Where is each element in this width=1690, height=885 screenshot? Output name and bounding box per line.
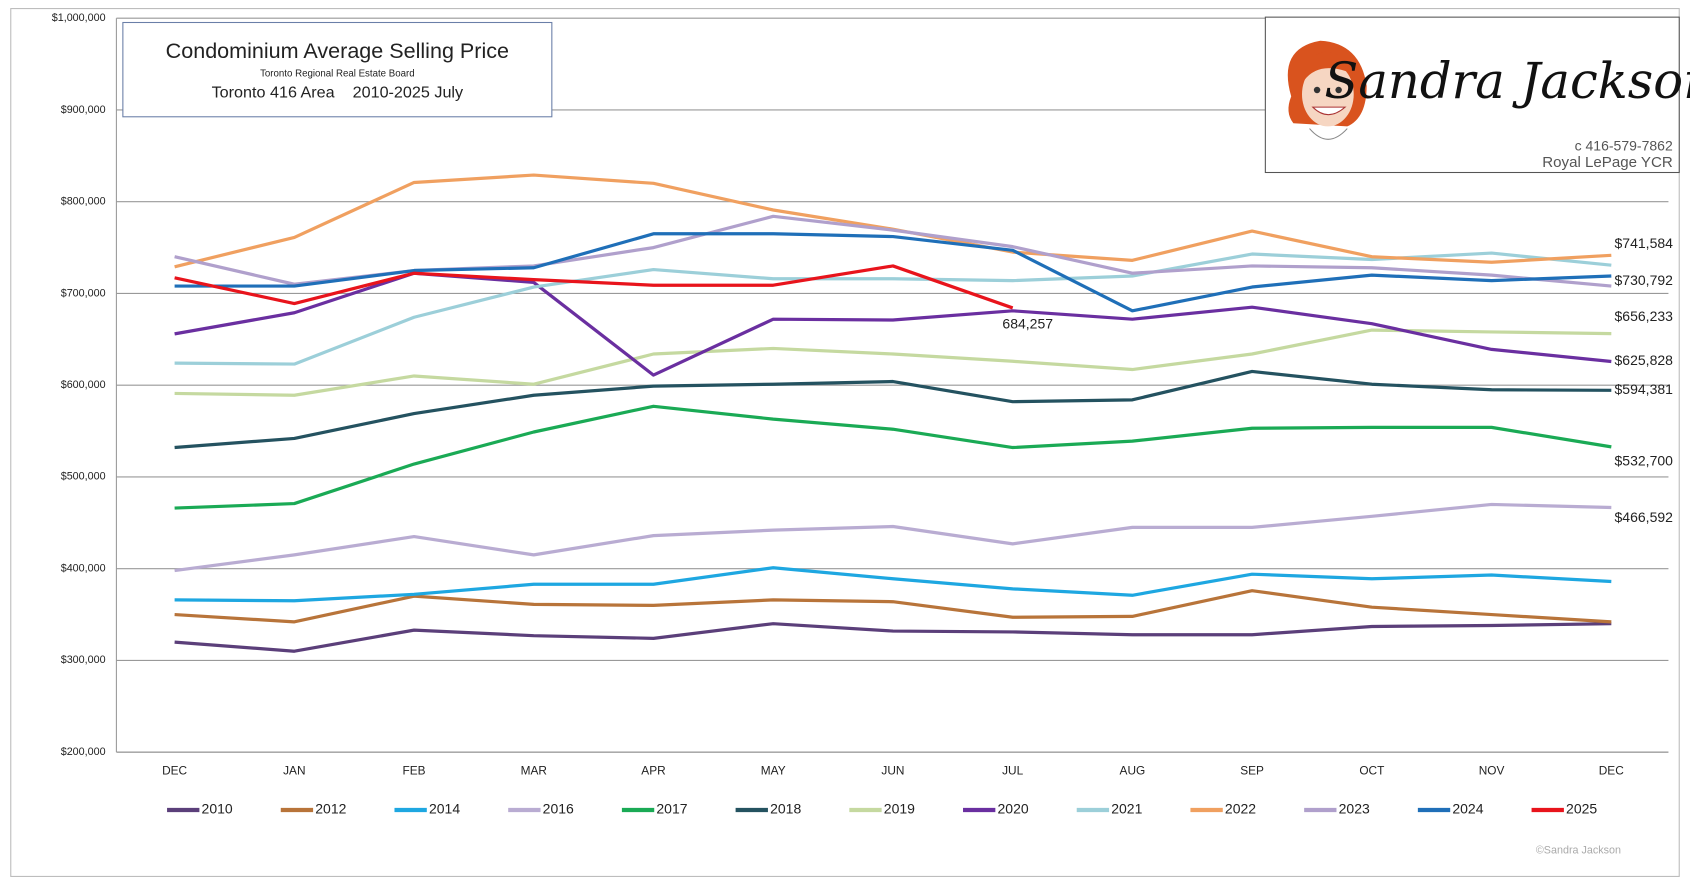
x-tick-label: AUG <box>1120 764 1146 778</box>
portrait <box>1287 40 1367 140</box>
chart-title: Condominium Average Selling Price <box>166 39 509 63</box>
series-line <box>174 251 1612 366</box>
legend-label: 2016 <box>543 801 574 817</box>
legend-label: 2018 <box>770 801 801 817</box>
logo: Sandra Jackson c 416-579-7862 Royal LePa… <box>1264 16 1690 174</box>
series-line <box>174 404 1612 510</box>
legend-label: 2019 <box>884 801 915 817</box>
legend-label: 2017 <box>656 801 687 817</box>
logo-brokerage: Royal LePage YCR <box>1542 154 1673 171</box>
series-line <box>174 622 1612 653</box>
x-tick-label: JUL <box>1002 764 1024 778</box>
logo-phone: c 416-579-7862 <box>1575 138 1673 154</box>
series-line <box>174 502 1612 573</box>
legend-label: 2020 <box>998 801 1029 817</box>
series-line <box>174 232 1612 313</box>
subtitle: Toronto 416 Area 2010-2025 July <box>212 83 464 101</box>
y-tick-label: $1,000,000 <box>52 12 106 24</box>
legend-label: 2025 <box>1566 801 1597 817</box>
series-line <box>174 328 1612 397</box>
y-tick-label: $600,000 <box>61 379 106 391</box>
x-tick-label: MAR <box>521 764 547 778</box>
y-tick-label: $400,000 <box>61 563 106 575</box>
legend-label: 2014 <box>429 801 460 817</box>
y-tick-label: $900,000 <box>61 104 106 116</box>
title-frame <box>122 21 553 118</box>
legend-label: 2022 <box>1225 801 1256 817</box>
value-label: $594,381 <box>1615 381 1674 397</box>
legend-label: 2023 <box>1339 801 1370 817</box>
plot-area: $200,000 $300,000 $400,000 $500,000 $600,000… <box>52 12 1673 817</box>
value-label: $741,584 <box>1615 235 1674 251</box>
legend-label: 2021 <box>1111 801 1142 817</box>
value-label: $532,700 <box>1615 453 1674 469</box>
x-tick-label: DEC <box>1599 764 1624 778</box>
legend-label: 2010 <box>202 801 233 817</box>
y-tick-label: $800,000 <box>61 196 106 208</box>
y-tick-label: $200,000 <box>61 746 106 758</box>
value-label: $730,792 <box>1615 272 1674 288</box>
x-tick-label: MAY <box>761 764 786 778</box>
series-line <box>174 566 1612 603</box>
copyright: ©Sandra Jackson <box>1536 845 1621 857</box>
x-tick-label: FEB <box>403 764 426 778</box>
series-line <box>174 369 1612 450</box>
y-tick-label: $300,000 <box>61 654 106 666</box>
value-label: $656,233 <box>1615 308 1674 324</box>
y-tick-label: $500,000 <box>61 471 106 483</box>
x-tick-label: JUN <box>881 764 904 778</box>
x-tick-label: APR <box>641 764 665 778</box>
title-box: Condominium Average Selling Price Toront… <box>122 21 553 118</box>
value-label: $625,828 <box>1615 352 1674 368</box>
legend-label: 2024 <box>1452 801 1483 817</box>
x-tick-label: NOV <box>1479 764 1505 778</box>
y-tick-label: $700,000 <box>61 287 106 299</box>
x-tick-label: JAN <box>283 764 305 778</box>
x-tick-label: OCT <box>1359 764 1384 778</box>
value-label: 684,257 <box>1002 316 1053 332</box>
value-label: $466,592 <box>1615 509 1674 525</box>
series-line <box>174 264 1014 310</box>
logo-name: Sandra Jackson <box>1324 52 1690 110</box>
x-tick-label: SEP <box>1240 764 1264 778</box>
source: Toronto Regional Real Estate Board <box>260 68 415 79</box>
series-line <box>174 589 1612 624</box>
x-tick-label: DEC <box>162 764 187 778</box>
legend-label: 2012 <box>315 801 346 817</box>
